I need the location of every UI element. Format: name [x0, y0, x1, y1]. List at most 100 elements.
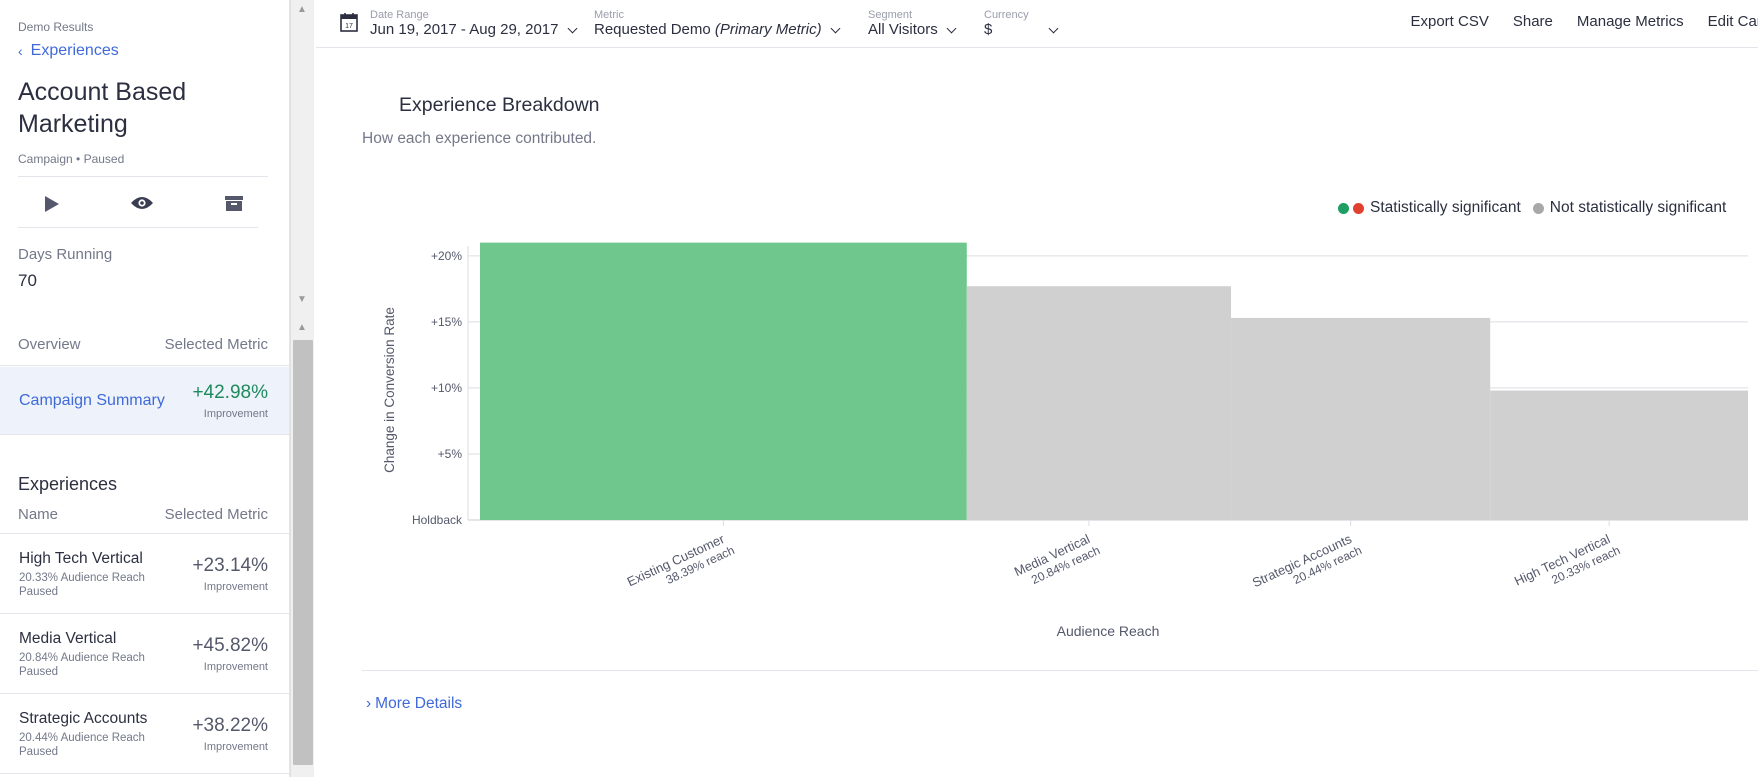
scroll-down-arrow-icon[interactable]: ▼	[297, 294, 307, 305]
x-tick-label: Media Vertical	[1012, 531, 1092, 579]
experience-metric-sub: Improvement	[203, 581, 268, 593]
section-divider	[362, 670, 1758, 671]
x-tick-label: Existing Customer	[625, 531, 728, 589]
date-range-filter[interactable]: Date Range Jun 19, 2017 - Aug 29, 2017	[370, 9, 577, 39]
y-tick-label: +15%	[431, 315, 462, 329]
legend-green-dot	[1338, 202, 1349, 214]
chevron-left-icon: ‹	[18, 43, 23, 59]
selected-metric-label: Selected Metric	[164, 336, 268, 353]
experience-row[interactable]: High Tech Vertical 20.33% Audience Reach…	[0, 535, 289, 614]
experience-metric-sub: Improvement	[203, 661, 268, 673]
share-button[interactable]: Share	[1512, 13, 1553, 30]
campaign-status: Campaign • Paused	[18, 152, 268, 177]
experience-reach: 20.84% Audience Reach	[19, 652, 145, 664]
x-tick-reach-label: 38.39% reach	[664, 543, 737, 587]
legend-red-dot	[1353, 202, 1364, 214]
experience-name: Media Vertical	[19, 630, 117, 647]
breadcrumb-link-label: Experiences	[30, 42, 119, 59]
calendar-day: 17	[345, 23, 353, 30]
currency-filter[interactable]: Currency $	[984, 9, 1059, 39]
y-tick-label: +20%	[431, 249, 462, 263]
currency-value: $	[984, 21, 993, 38]
calendar-icon: 17	[340, 12, 358, 37]
experiences-metric-header: Selected Metric	[164, 506, 268, 523]
edit-campaign-button[interactable]: Edit Campaign	[1707, 13, 1758, 30]
date-range-value: Jun 19, 2017 - Aug 29, 2017	[370, 21, 559, 38]
days-running-label: Days Running	[18, 246, 113, 263]
legend-significant-label: Statistically significant	[1370, 199, 1521, 216]
chevron-down-icon	[830, 23, 841, 33]
campaign-summary-value: +42.98%	[192, 381, 268, 403]
breadcrumb-experiences-link[interactable]: ‹ Experiences	[18, 42, 271, 60]
more-details-label: More Details	[375, 695, 463, 712]
x-tick-reach-label: 20.33% reach	[1549, 543, 1622, 587]
campaign-summary-sub: Improvement	[203, 407, 268, 420]
experience-name: High Tech Vertical	[19, 550, 143, 567]
manage-metrics-button[interactable]: Manage Metrics	[1576, 13, 1684, 30]
metric-label: Metric	[594, 9, 624, 21]
experiences-header: Name Selected Metric	[0, 506, 289, 534]
x-tick-reach-label: 20.84% reach	[1029, 543, 1102, 587]
campaign-actions	[18, 177, 258, 228]
y-tick-label: +5%	[438, 447, 463, 461]
scroll-up-arrow-icon[interactable]: ▲	[297, 322, 307, 333]
sidebar-scrollbar[interactable]: ▲ ▼ ▲	[290, 0, 314, 777]
segment-value: All Visitors	[868, 21, 938, 38]
chevron-right-icon: ›	[366, 695, 372, 712]
legend-gray-dot	[1532, 202, 1544, 214]
experience-status: Paused	[19, 666, 59, 678]
experience-row[interactable]: Media Vertical 20.84% Audience Reach Pau…	[0, 615, 289, 694]
overview-label: Overview	[18, 336, 81, 353]
chart-bar	[1490, 390, 1748, 520]
page-title: Account Based Marketing	[18, 78, 187, 138]
y-axis-title: Change in Conversion Rate	[382, 307, 397, 473]
x-tick-label: Strategic Accounts	[1250, 531, 1354, 590]
scrollbar-thumb[interactable]	[293, 340, 313, 765]
overview-header: Overview Selected Metric	[0, 336, 289, 366]
experience-metric-sub: Improvement	[203, 741, 268, 753]
metric-value: Requested Demo	[594, 21, 711, 38]
archive-icon[interactable]	[224, 195, 244, 213]
experiences-title: Experiences	[18, 474, 118, 494]
breakdown-subtitle: How each experience contributed.	[362, 130, 597, 147]
experience-reach: 20.44% Audience Reach	[19, 732, 145, 744]
sidebar: Demo Results ‹ Experiences Account Based…	[0, 0, 290, 777]
x-axis-title: Audience Reach	[1057, 623, 1160, 639]
days-running-value: 70	[18, 271, 37, 290]
chart-legend: Statistically significant Not statistica…	[1338, 199, 1726, 217]
experience-reach: 20.33% Audience Reach	[19, 572, 145, 584]
chart-bar	[480, 242, 967, 520]
segment-label: Segment	[868, 9, 913, 21]
date-range-label: Date Range	[370, 9, 429, 21]
experience-metric-value: +23.14%	[192, 555, 268, 576]
filter-toolbar: 17 Date Range Jun 19, 2017 - Aug 29, 201…	[316, 0, 1758, 48]
experience-status: Paused	[19, 586, 59, 598]
x-tick-reach-label: 20.44% reach	[1291, 543, 1364, 587]
chart-bar	[966, 286, 1232, 520]
chevron-down-icon	[567, 23, 577, 33]
more-details-link[interactable]: › More Details	[366, 695, 462, 713]
segment-filter[interactable]: Segment All Visitors	[868, 9, 957, 39]
x-tick-label: High Tech Vertical	[1512, 531, 1613, 589]
experience-metric-value: +45.82%	[192, 635, 268, 656]
y-tick-label: +10%	[431, 381, 462, 395]
chart-bar	[1231, 317, 1491, 520]
campaign-summary-label: Campaign Summary	[19, 391, 165, 409]
legend-not-significant-label: Not statistically significant	[1549, 199, 1727, 216]
breakdown-title: Experience Breakdown	[399, 94, 600, 116]
play-icon[interactable]	[42, 195, 60, 213]
preview-eye-icon[interactable]	[130, 195, 154, 213]
experience-row[interactable]: Strategic Accounts 20.44% Audience Reach…	[0, 695, 289, 774]
scroll-up-arrow-icon[interactable]: ▲	[297, 4, 307, 15]
export-csv-button[interactable]: Export CSV	[1410, 13, 1489, 30]
experience-metric-value: +38.22%	[192, 715, 268, 736]
campaign-summary-row[interactable]: Campaign Summary +42.98% Improvement	[0, 367, 289, 435]
experience-status: Paused	[19, 746, 59, 758]
breadcrumb-parent: Demo Results	[18, 20, 94, 34]
experience-name: Strategic Accounts	[19, 710, 148, 727]
chevron-down-icon	[946, 23, 957, 33]
metric-filter[interactable]: Metric Requested Demo (Primary Metric)	[594, 9, 841, 39]
currency-label: Currency	[984, 9, 1029, 21]
experiences-name-header: Name	[18, 506, 59, 523]
y-tick-label: Holdback	[412, 513, 463, 527]
